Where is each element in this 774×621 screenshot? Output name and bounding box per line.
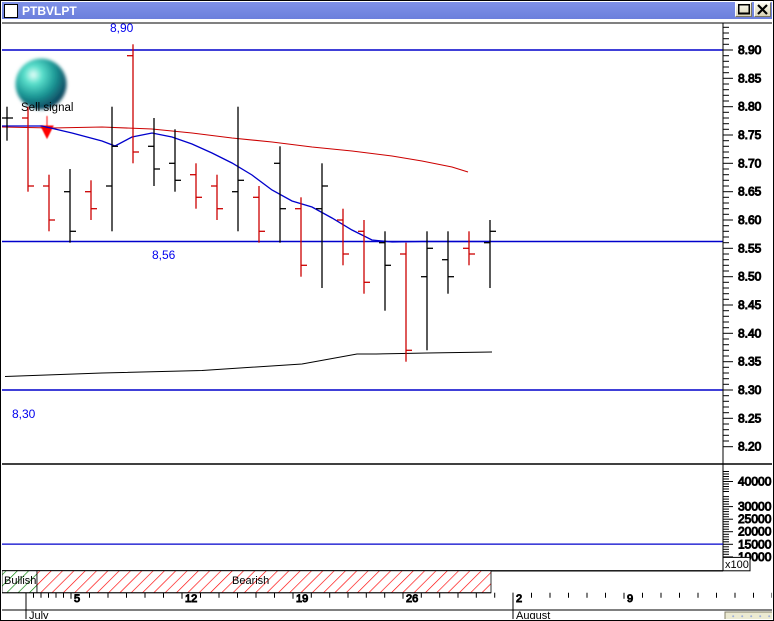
svg-text:9: 9: [627, 593, 633, 605]
svg-text:26: 26: [406, 593, 418, 605]
svg-text:Bullish: Bullish: [4, 575, 36, 587]
svg-text:19: 19: [296, 593, 308, 605]
svg-text:8.85: 8.85: [738, 71, 762, 85]
svg-text:8.75: 8.75: [738, 128, 762, 142]
svg-text:2: 2: [516, 593, 522, 605]
svg-text:8.60: 8.60: [738, 213, 762, 227]
svg-text:40000: 40000: [738, 475, 772, 489]
svg-text:July: July: [29, 610, 49, 619]
svg-text:8.70: 8.70: [738, 156, 762, 170]
svg-text:Sell signal: Sell signal: [21, 102, 73, 114]
svg-text:8.55: 8.55: [738, 241, 762, 255]
svg-text:8,56: 8,56: [152, 248, 176, 262]
svg-text:8.35: 8.35: [738, 355, 762, 369]
svg-text:8.45: 8.45: [738, 298, 762, 312]
svg-text:8.90: 8.90: [738, 43, 762, 57]
svg-text:5: 5: [74, 593, 80, 605]
svg-text:8.80: 8.80: [738, 100, 762, 114]
svg-text:Bearish: Bearish: [232, 575, 269, 587]
svg-text:8.30: 8.30: [738, 383, 762, 397]
svg-text:8,30: 8,30: [12, 407, 36, 421]
svg-text:August: August: [516, 610, 550, 619]
svg-text:8.50: 8.50: [738, 270, 762, 284]
svg-text:8.40: 8.40: [738, 326, 762, 340]
svg-text:8.65: 8.65: [738, 185, 762, 199]
svg-text:x100: x100: [725, 559, 749, 571]
svg-text:8.25: 8.25: [738, 411, 762, 425]
svg-text:8.20: 8.20: [738, 440, 762, 454]
svg-text:12: 12: [185, 593, 197, 605]
